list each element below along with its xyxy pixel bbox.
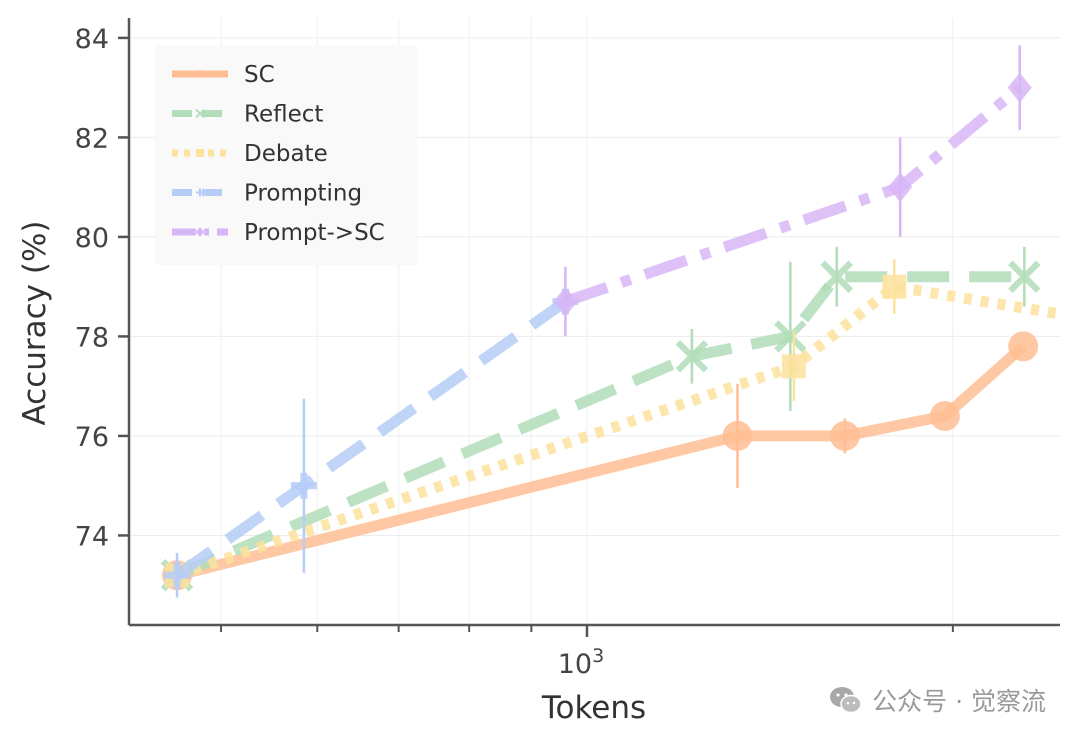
axes: 74 76 78 80 82 84 103: [75, 18, 1060, 680]
grid: [129, 18, 1060, 625]
data-point-sc: [722, 420, 753, 451]
y-tick-label: 78: [75, 322, 109, 353]
plot-area: [160, 45, 1061, 598]
watermark-text: 公众号 · 觉察流: [872, 687, 1046, 716]
legend-marker-prompting: [196, 188, 204, 197]
y-tick-label: 74: [75, 521, 109, 552]
wechat-icon: [830, 687, 862, 714]
data-point-sc: [829, 420, 860, 451]
data-point-reflect: [820, 260, 853, 293]
legend-label-debate: Debate: [244, 141, 328, 167]
data-point-reflect: [675, 340, 709, 373]
legend-box: [155, 45, 417, 265]
data-point-prompting: [164, 562, 191, 589]
legend-marker-prompt-sc: [196, 227, 204, 237]
legend-label-prompt-sc: Prompt->SC: [244, 220, 385, 246]
data-point-reflect: [1008, 260, 1041, 293]
data-point-prompt-sc: [553, 286, 578, 317]
watermark: 公众号 · 觉察流: [828, 682, 1046, 718]
data-point-sc: [1008, 331, 1039, 362]
y-tick-label: 84: [75, 24, 109, 55]
series-prompt-sc: [553, 45, 1032, 337]
y-axis-title: Accuracy (%): [17, 220, 53, 425]
data-point-prompting: [290, 472, 317, 499]
legend-marker-sc: [196, 70, 204, 78]
series-sc: [162, 331, 1039, 591]
legend-marker-reflect: [195, 108, 205, 119]
data-point-prompt-sc: [888, 172, 913, 203]
data-point-prompt-sc: [1007, 72, 1032, 103]
y-tick-label: 82: [75, 123, 109, 154]
data-point-debate: [882, 274, 907, 299]
legend-label-prompting: Prompting: [244, 181, 362, 207]
y-tick-label: 80: [75, 223, 109, 254]
legend: SC Reflect Debate Prompting Prompt->SC: [155, 45, 417, 265]
legend-marker-debate: [196, 149, 204, 157]
legend-label-reflect: Reflect: [244, 102, 323, 128]
x-tick-label: 103: [558, 645, 604, 680]
series-line-prompting: [173, 297, 569, 580]
series-line-prompt-sc: [563, 83, 1024, 307]
legend-label-sc: SC: [244, 62, 275, 88]
data-point-reflect: [774, 320, 807, 353]
data-point-debate: [781, 354, 806, 379]
x-axis-title: Tokens: [541, 690, 646, 726]
data-point-sc: [929, 401, 960, 432]
y-tick-label: 76: [75, 422, 109, 453]
series-prompting: [164, 288, 579, 598]
series-line-debate: [175, 281, 1061, 581]
